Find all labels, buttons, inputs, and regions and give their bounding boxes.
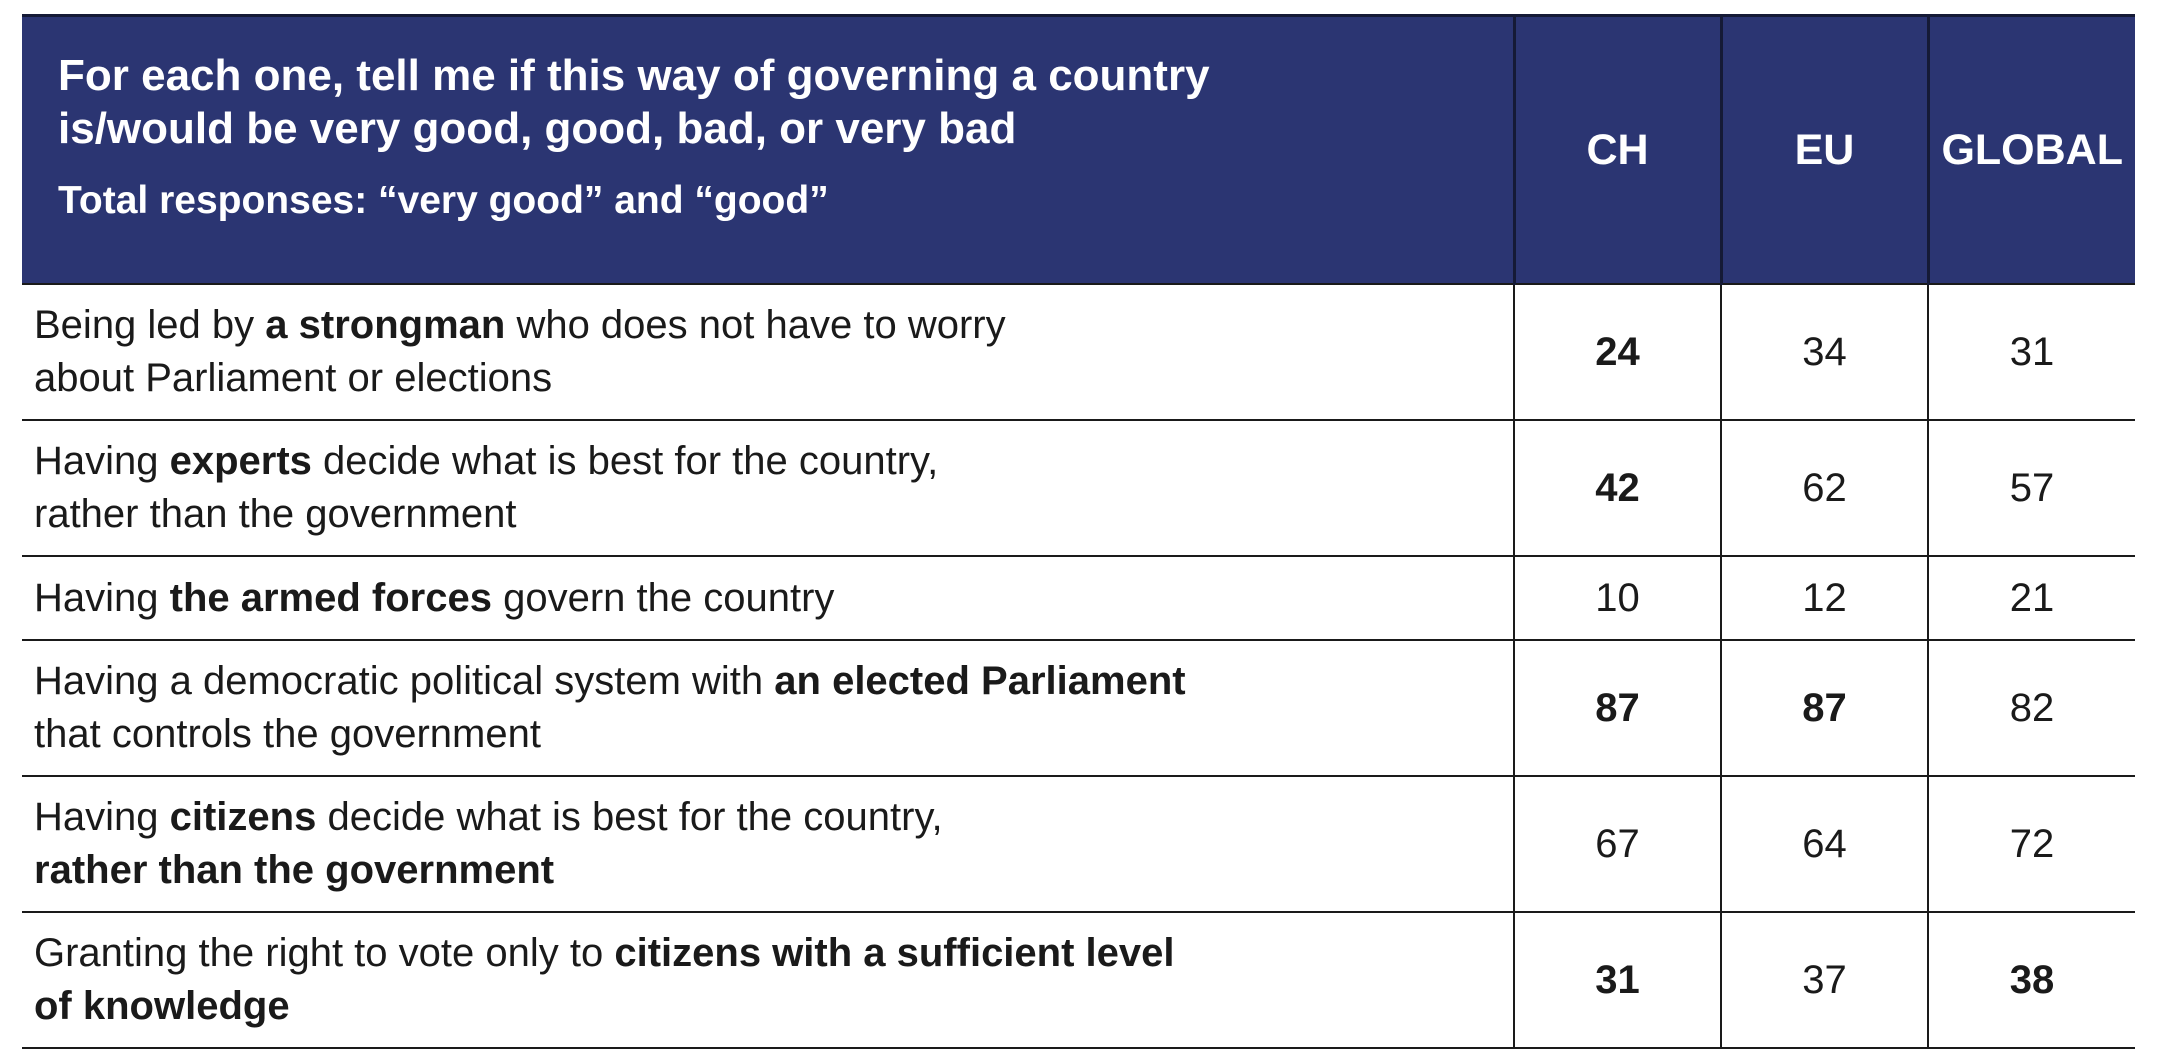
- row-label-text: rather than the government: [34, 492, 517, 536]
- survey-table: For each one, tell me if this way of gov…: [22, 14, 2135, 1049]
- row-label-text: Being led by: [34, 303, 266, 347]
- row-label-text: decide what is best for the country,: [311, 439, 939, 483]
- value-cell-eu: 12: [1720, 556, 1928, 641]
- row-label: Having experts decide what is best for t…: [22, 420, 1514, 557]
- row-label-line: Being led by a strongman who does not ha…: [34, 299, 1493, 352]
- row-label-text: decide what is best for the country,: [316, 795, 943, 839]
- row-label-emphasis: the armed forces: [169, 575, 492, 620]
- row-label-text: that controls the government: [34, 712, 541, 756]
- question-subtitle: Total responses: “very good” and “good”: [58, 179, 829, 222]
- table-body: Being led by a strongman who does not ha…: [22, 283, 2135, 1049]
- table-row: Being led by a strongman who does not ha…: [22, 283, 2135, 421]
- row-label-line: rather than the government: [34, 488, 1493, 541]
- value-cell-ch: 10: [1513, 556, 1721, 641]
- row-label-emphasis: an elected Parliament: [774, 659, 1186, 703]
- value-cell-global: 21: [1927, 556, 2135, 641]
- row-label: Being led by a strongman who does not ha…: [22, 283, 1514, 421]
- row-label-text: Having: [34, 795, 170, 839]
- table-row: Having citizens decide what is best for …: [22, 776, 2135, 913]
- row-label-line: Granting the right to vote only to citiz…: [34, 927, 1493, 980]
- row-label-emphasis: citizens with a sufficient level: [614, 931, 1175, 975]
- row-label-text: Having: [34, 439, 170, 483]
- table-row: Having experts decide what is best for t…: [22, 420, 2135, 557]
- row-label-emphasis: rather than the government: [34, 848, 555, 892]
- value-cell-eu: 37: [1720, 912, 1928, 1049]
- column-header-global: GLOBAL: [1928, 14, 2135, 284]
- row-label: Having citizens decide what is best for …: [22, 776, 1514, 913]
- value-cell-eu: 64: [1720, 776, 1928, 913]
- row-label-text: about Parliament or elections: [34, 356, 553, 400]
- value-cell-eu: 34: [1720, 283, 1928, 421]
- value-cell-eu: 62: [1720, 420, 1928, 557]
- row-label-text: who does not have to worry: [505, 303, 1006, 347]
- row-label-line: that controls the government: [34, 708, 1493, 761]
- value-cell-ch: 42: [1513, 420, 1721, 557]
- value-cell-global: 57: [1927, 420, 2135, 557]
- value-cell-eu: 87: [1720, 640, 1928, 777]
- column-header-eu: EU: [1721, 14, 1930, 284]
- row-label-line: Having a democratic political system wit…: [34, 655, 1493, 708]
- value-cell-ch: 87: [1513, 640, 1721, 777]
- row-label: Having the armed forces govern the count…: [22, 556, 1514, 641]
- row-label-line: rather than the government: [34, 844, 1493, 897]
- value-cell-global: 38: [1927, 912, 2135, 1049]
- row-label-line: of knowledge: [34, 980, 1493, 1033]
- table-row: Having the armed forces govern the count…: [22, 556, 2135, 641]
- row-label: Having a democratic political system wit…: [22, 640, 1514, 777]
- value-cell-global: 72: [1927, 776, 2135, 913]
- table-header-row: For each one, tell me if this way of gov…: [22, 14, 2135, 284]
- question-header: For each one, tell me if this way of gov…: [22, 14, 1516, 284]
- question-title: For each one, tell me if this way of gov…: [58, 51, 1210, 153]
- row-label-emphasis: of knowledge: [34, 984, 290, 1028]
- row-label-line: about Parliament or elections: [34, 352, 1493, 405]
- row-label-line: Having the armed forces govern the count…: [34, 572, 1493, 625]
- row-label-line: Having citizens decide what is best for …: [34, 791, 1493, 844]
- row-label-text: Granting the right to vote only to: [34, 931, 615, 975]
- row-label-emphasis: experts: [169, 439, 312, 483]
- table-row: Having a democratic political system wit…: [22, 640, 2135, 777]
- column-header-ch: CH: [1514, 14, 1723, 284]
- value-cell-global: 31: [1927, 283, 2135, 421]
- row-label: Granting the right to vote only to citiz…: [22, 912, 1514, 1049]
- row-label-emphasis: a strongman: [265, 303, 506, 347]
- row-label-text: govern the country: [491, 575, 835, 620]
- value-cell-global: 82: [1927, 640, 2135, 777]
- row-label-text: Having: [34, 575, 170, 620]
- value-cell-ch: 67: [1513, 776, 1721, 913]
- row-label-text: Having a democratic political system wit…: [34, 659, 775, 703]
- value-cell-ch: 24: [1513, 283, 1721, 421]
- row-label-line: Having experts decide what is best for t…: [34, 435, 1493, 488]
- row-label-emphasis: citizens: [169, 795, 317, 839]
